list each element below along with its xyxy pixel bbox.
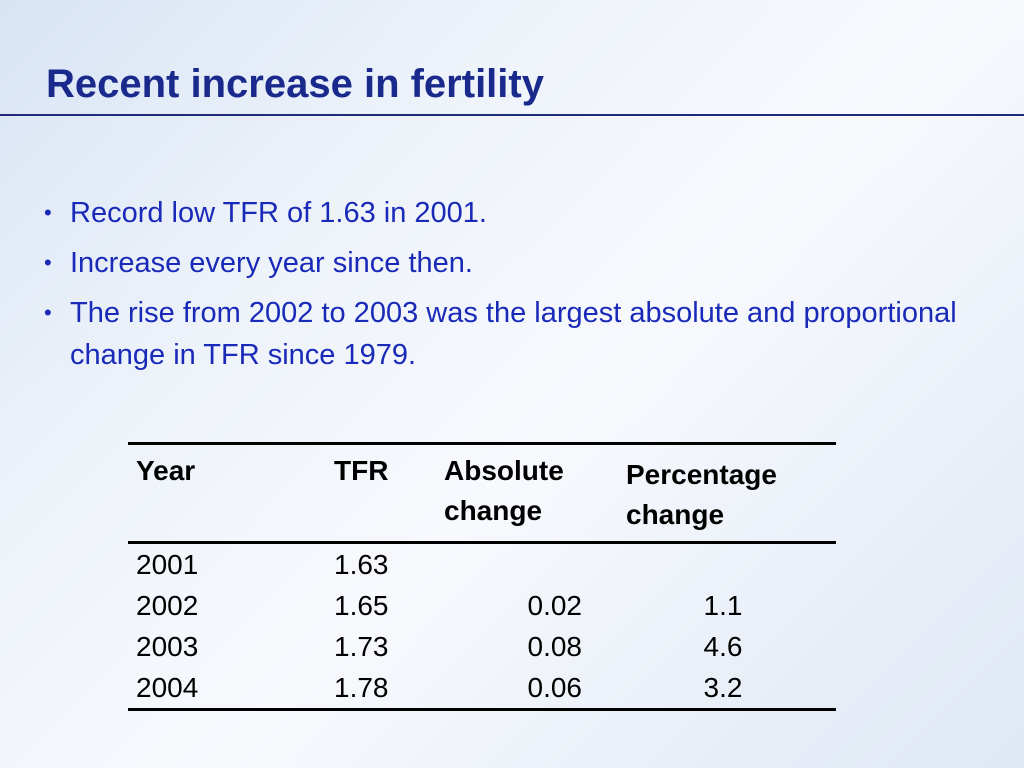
cell-tfr: 1.63 [334,549,389,580]
bullet-text: Record low TFR of 1.63 in 2001. [70,197,487,229]
cell-year: 2002 [136,590,199,621]
table-row: 2003 1.73 0.08 4.6 [128,626,836,667]
bullet-item: • The rise from 2002 to 2003 was the lar… [44,292,984,376]
bullet-list: • Record low TFR of 1.63 in 2001. • Incr… [44,192,984,384]
table-row: 2001 1.63 [128,543,836,586]
bullet-marker: • [44,250,52,275]
cell-tfr: 1.73 [334,631,389,662]
cell-year: 2003 [136,631,199,662]
cell-percentage-change: 4.6 [703,631,743,662]
bullet-item: • Record low TFR of 1.63 in 2001. [44,192,984,234]
cell-percentage-change [618,543,836,586]
table-header-row: Year TFR Absolute change Percentage chan… [128,443,836,543]
slide-title: Recent increase in fertility [46,62,544,106]
bullet-text: Increase every year since then. [70,247,473,279]
header-year: Year [136,455,196,486]
cell-percentage-change: 1.1 [703,590,743,621]
cell-tfr: 1.65 [334,590,389,621]
bullet-marker: • [44,300,52,325]
title-divider [0,114,1024,116]
bullet-text: The rise from 2002 to 2003 was the large… [70,297,957,371]
tfr-table-container: Year TFR Absolute change Percentage chan… [128,442,836,711]
table-row: 2002 1.65 0.02 1.1 [128,585,836,626]
header-tfr: TFR [334,455,389,486]
header-absolute-change: Absolute change [444,455,564,526]
table-row: 2004 1.78 0.06 3.2 [128,667,836,710]
bullet-marker: • [44,200,52,225]
cell-absolute-change: 0.08 [527,631,583,662]
bullet-item: • Increase every year since then. [44,242,984,284]
cell-year: 2001 [136,549,199,580]
cell-percentage-change: 3.2 [703,672,743,703]
cell-absolute-change: 0.06 [527,672,583,703]
cell-year: 2004 [136,672,199,703]
cell-absolute-change: 0.02 [527,590,583,621]
cell-absolute-change [436,543,618,586]
header-percentage-change: Percentage change [626,459,777,530]
tfr-table: Year TFR Absolute change Percentage chan… [128,442,836,711]
cell-tfr: 1.78 [334,672,389,703]
